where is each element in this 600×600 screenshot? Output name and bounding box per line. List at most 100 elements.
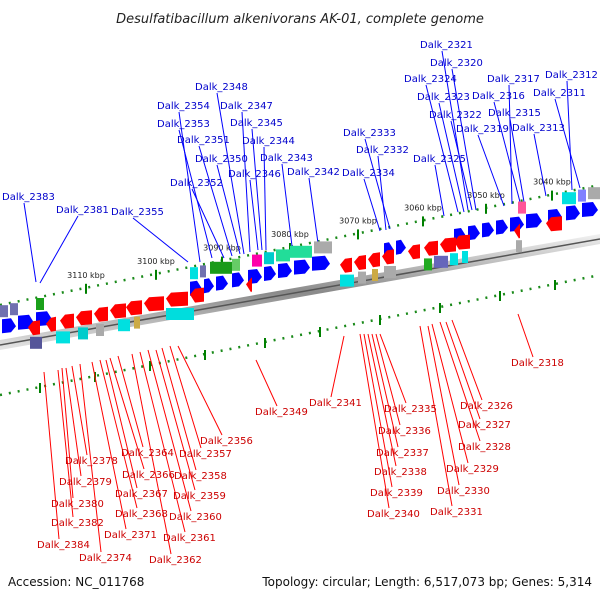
- leader-line: [132, 217, 189, 263]
- category-box: [578, 189, 586, 202]
- category-box: [264, 252, 274, 265]
- leader-line: [377, 155, 387, 231]
- forward-gene-arrow: [312, 255, 330, 271]
- category-box: [434, 255, 448, 268]
- category-box: [384, 266, 396, 278]
- reverse-gene-arrow: [440, 237, 456, 253]
- reverse-gene-label: Dalk_2338: [374, 467, 427, 478]
- leader-line: [147, 349, 192, 512]
- reverse-gene-arrow: [454, 234, 470, 250]
- leader-line: [57, 369, 74, 518]
- leader-line: [177, 345, 223, 436]
- forward-gene-label: Dalk_2320: [430, 58, 483, 69]
- forward-gene-label: Dalk_2347: [220, 101, 273, 112]
- reverse-gene-label: Dalk_2366: [122, 470, 175, 481]
- leader-line: [451, 319, 483, 401]
- leader-line: [533, 133, 547, 197]
- reverse-gene-arrow: [126, 300, 142, 316]
- category-box: [78, 327, 88, 340]
- leader-line: [79, 363, 102, 553]
- leader-line: [367, 333, 397, 467]
- scale-ticks: 3040 kbp 3050 kbp 3060 kbp 3070 kbp 3080 kbp…: [39, 178, 571, 393]
- forward-gene-label: Dalk_2317: [487, 74, 540, 85]
- reverse-gene-label: Dalk_2371: [104, 530, 157, 541]
- category-box: [314, 241, 332, 254]
- reverse-gene-label: Dalk_2339: [370, 488, 423, 499]
- reverse-gene-label: Dalk_2337: [376, 448, 429, 459]
- category-box: [56, 331, 70, 344]
- label-leader-lines: [23, 50, 581, 555]
- category-box: [134, 316, 140, 329]
- forward-gene-label: Dalk_2334: [342, 168, 395, 179]
- reverse-gene-label: Dalk_2326: [460, 401, 513, 412]
- leader-line: [39, 215, 79, 284]
- reverse-gene-arrow: [60, 313, 74, 329]
- leader-line: [439, 321, 481, 442]
- forward-gene-label: Dalk_2319: [456, 124, 509, 135]
- leader-line: [191, 188, 225, 259]
- category-box: [10, 303, 18, 316]
- reverse-gene-arrow: [368, 252, 380, 268]
- reverse-gene-arrow: [144, 296, 164, 312]
- leader-line: [517, 313, 534, 358]
- category-box: [340, 274, 354, 287]
- forward-gene-label: Dalk_2311: [533, 88, 586, 99]
- leader-line: [241, 111, 251, 253]
- leader-line: [450, 120, 473, 211]
- reverse-gene-label: Dalk_2374: [79, 553, 132, 564]
- category-box: [190, 267, 198, 280]
- leader-line: [441, 50, 469, 211]
- category-box: [30, 336, 42, 349]
- kbp-label: 3040 kbp: [533, 178, 571, 187]
- category-box: [424, 258, 432, 271]
- reverse-gene-label: Dalk_2382: [51, 518, 104, 529]
- reverse-gene-arrow: [28, 320, 40, 336]
- forward-gene-arrow: [2, 318, 16, 334]
- leader-line: [216, 92, 245, 255]
- category-box: [210, 261, 232, 274]
- reverse-gene-arrow: [46, 316, 56, 332]
- forward-gene-label: Dalk_2351: [177, 135, 230, 146]
- category-box: [276, 249, 290, 262]
- topology-text: Topology: circular; Length: 6,517,073 bp…: [261, 575, 592, 589]
- forward-gene-label: Dalk_2352: [170, 178, 223, 189]
- forward-gene-label: Dalk_2323: [417, 92, 470, 103]
- forward-gene-label: Dalk_2353: [157, 119, 210, 130]
- map-title: Desulfatibacillum alkenivorans AK-01, co…: [116, 12, 484, 27]
- category-box: [450, 253, 458, 266]
- leader-line: [131, 353, 172, 555]
- category-box: [252, 254, 262, 267]
- gene-category-boxes: [0, 187, 600, 349]
- accession-text: Accession: NC_011768: [8, 575, 144, 589]
- leader-line: [508, 84, 513, 205]
- category-box: [358, 271, 366, 284]
- leader-line: [509, 118, 525, 203]
- leader-line: [99, 359, 138, 509]
- gene-arrows: [2, 202, 598, 336]
- reverse-gene-label: Dalk_2336: [378, 426, 431, 437]
- leader-line: [363, 178, 381, 232]
- leader-line: [117, 355, 144, 448]
- kbp-label: 3110 kbp: [67, 271, 105, 280]
- leader-line: [71, 365, 88, 456]
- forward-gene-label: Dalk_2348: [195, 82, 248, 93]
- reverse-gene-label: Dalk_2318: [511, 358, 564, 369]
- forward-gene-label: Dalk_2344: [242, 136, 295, 147]
- reverse-gene-arrow: [408, 244, 420, 260]
- reverse-gene-label: Dalk_2380: [51, 499, 104, 510]
- category-box: [518, 201, 526, 214]
- kbp-label: 3070 kbp: [339, 216, 377, 225]
- leader-line: [427, 325, 460, 486]
- reverse-gene-label: Dalk_2384: [37, 540, 90, 551]
- leader-line: [445, 321, 481, 420]
- leader-line: [431, 323, 469, 464]
- category-box: [118, 319, 130, 332]
- forward-gene-label: Dalk_2343: [260, 153, 313, 164]
- leader-line: [23, 202, 37, 283]
- leader-line: [61, 367, 74, 499]
- reverse-gene-arrow: [246, 277, 252, 293]
- forward-gene-arrow: [510, 216, 524, 232]
- forward-gene-label: Dalk_2312: [545, 70, 598, 81]
